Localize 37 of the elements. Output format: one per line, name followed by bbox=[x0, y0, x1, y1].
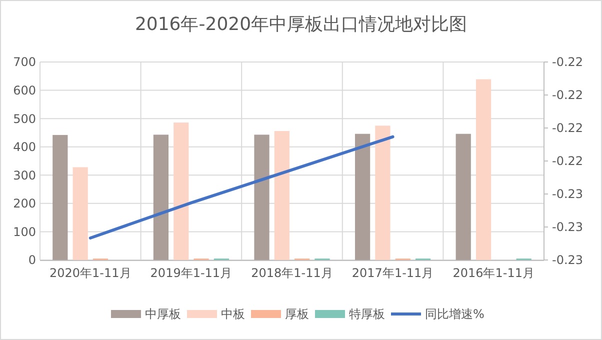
y2-tick-label: -0.22 bbox=[552, 88, 584, 102]
y-tick-label: 500 bbox=[13, 112, 36, 126]
y2-tick-label: -0.23 bbox=[552, 253, 584, 268]
chart-title: 2016年-2020年中厚板出口情况地对比图 bbox=[134, 14, 468, 35]
legend-label: 同比增速% bbox=[425, 307, 484, 322]
x-tick-label: 2019年1-11月 bbox=[150, 266, 232, 280]
bar bbox=[72, 167, 88, 260]
bar bbox=[375, 126, 390, 260]
legend-label: 中板 bbox=[221, 307, 245, 322]
bar bbox=[174, 122, 189, 260]
x-tick-label: 2018年1-11月 bbox=[251, 266, 333, 280]
bar bbox=[456, 134, 471, 260]
y2-tick-label: -0.22 bbox=[552, 55, 584, 70]
y2-tick-label: -0.23 bbox=[552, 220, 584, 234]
x-tick-label: 2017年1-11月 bbox=[352, 266, 434, 280]
bar bbox=[52, 134, 68, 260]
bar bbox=[355, 134, 370, 260]
y-tick-label: 700 bbox=[13, 55, 36, 70]
bar bbox=[476, 79, 492, 260]
y-tick-label: 0 bbox=[28, 253, 36, 268]
y2-tick-label: -0.22 bbox=[552, 154, 584, 168]
y-tick-label: 300 bbox=[13, 168, 36, 182]
legend-label: 特厚板 bbox=[349, 307, 385, 322]
line-series bbox=[88, 135, 394, 240]
y-tick-label: 100 bbox=[13, 224, 36, 239]
bar bbox=[153, 134, 169, 260]
bar bbox=[274, 131, 290, 260]
x-tick-label: 2016年1-11月 bbox=[452, 266, 534, 280]
y-tick-label: 400 bbox=[13, 140, 36, 154]
y-tick-label: 600 bbox=[13, 83, 36, 98]
y2-tick-label: -0.23 bbox=[552, 187, 584, 202]
y-tick-label: 200 bbox=[13, 196, 36, 211]
bar bbox=[254, 134, 270, 260]
legend-label: 中厚板 bbox=[145, 307, 181, 322]
legend-label: 厚板 bbox=[285, 307, 309, 322]
x-tick-label: 2020年1-11月 bbox=[50, 266, 132, 280]
y2-tick-label: -0.22 bbox=[552, 121, 584, 136]
